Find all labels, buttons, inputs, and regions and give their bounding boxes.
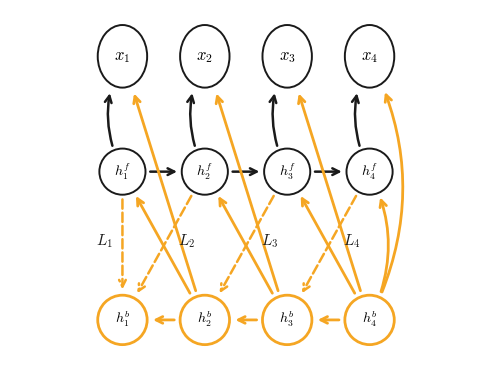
- Ellipse shape: [262, 25, 312, 88]
- Text: $h_1^b$: $h_1^b$: [115, 310, 130, 329]
- Text: $x_2$: $x_2$: [196, 47, 213, 66]
- Ellipse shape: [98, 25, 147, 88]
- Ellipse shape: [180, 295, 230, 344]
- Ellipse shape: [345, 25, 394, 88]
- Text: $h_2^b$: $h_2^b$: [197, 310, 213, 329]
- Text: $h_3^f$: $h_3^f$: [278, 162, 296, 182]
- Text: $h_2^f$: $h_2^f$: [196, 162, 214, 182]
- Text: $L_3$: $L_3$: [261, 233, 278, 251]
- Text: $h_4^f$: $h_4^f$: [361, 162, 378, 182]
- Ellipse shape: [262, 295, 312, 344]
- Text: $h_3^b$: $h_3^b$: [279, 310, 295, 329]
- Ellipse shape: [345, 295, 394, 344]
- Ellipse shape: [346, 149, 393, 195]
- Ellipse shape: [99, 149, 146, 195]
- Text: $x_1$: $x_1$: [114, 47, 130, 66]
- Ellipse shape: [180, 25, 230, 88]
- Text: $L_4$: $L_4$: [343, 233, 361, 251]
- Text: $L_1$: $L_1$: [96, 233, 113, 251]
- Ellipse shape: [264, 149, 310, 195]
- Text: $h_4^b$: $h_4^b$: [362, 310, 377, 329]
- Text: $h_1^f$: $h_1^f$: [114, 162, 131, 182]
- Ellipse shape: [182, 149, 228, 195]
- Text: $x_3$: $x_3$: [279, 47, 296, 66]
- Text: $x_4$: $x_4$: [361, 47, 378, 66]
- Text: $L_2$: $L_2$: [179, 233, 196, 251]
- Ellipse shape: [98, 295, 147, 344]
